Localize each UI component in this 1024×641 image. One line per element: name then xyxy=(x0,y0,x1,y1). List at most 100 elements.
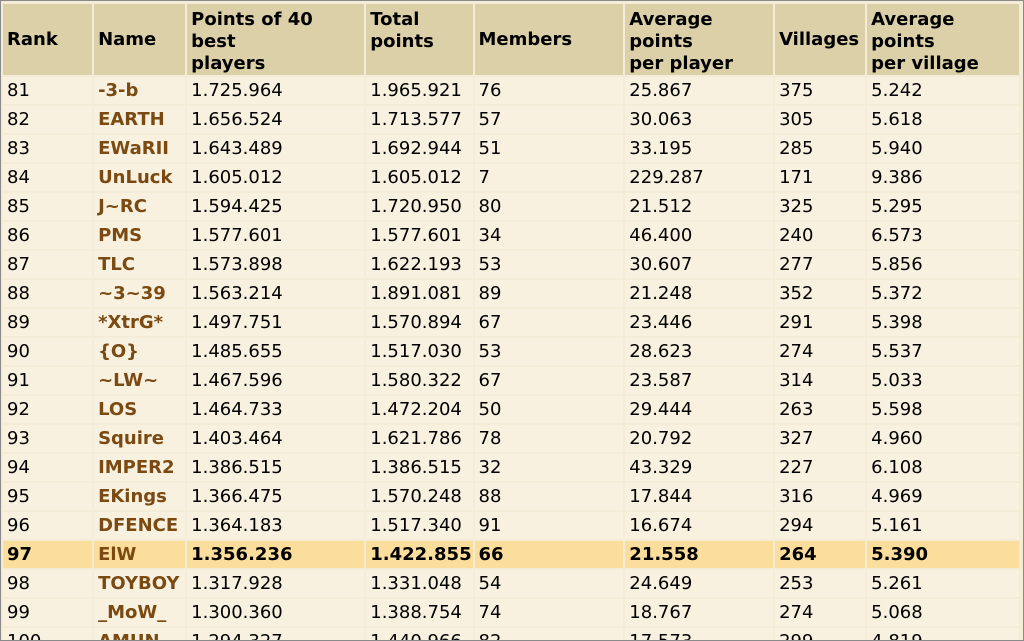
header-avg-per-village-line1: Average points xyxy=(871,9,955,52)
tribe-name-link[interactable]: {O} xyxy=(94,338,186,365)
header-avg-per-village-line2: per village xyxy=(871,53,979,74)
tribe-name-link[interactable]: LOS xyxy=(94,396,186,423)
tribe-name-link[interactable]: ~3~39 xyxy=(94,280,186,307)
villages-cell: 291 xyxy=(775,309,866,336)
members-cell: 34 xyxy=(474,222,624,249)
tribe-name-link[interactable]: TOYBOY xyxy=(94,570,186,597)
header-name[interactable]: Name xyxy=(94,4,186,75)
rank-cell: 92 xyxy=(3,396,93,423)
avg-per-village-cell: 4.969 xyxy=(867,483,1019,510)
villages-cell: 285 xyxy=(775,135,866,162)
header-members[interactable]: Members xyxy=(474,4,624,75)
tribe-name-link[interactable]: EWaRII xyxy=(94,135,186,162)
tribe-name-link[interactable]: Squire xyxy=(94,425,186,452)
avg-per-village-cell: 5.618 xyxy=(867,106,1019,133)
avg-per-player-cell: 17.573 xyxy=(625,628,774,640)
total-points-cell: 1.692.944 xyxy=(366,135,473,162)
avg-per-player-cell: 46.400 xyxy=(625,222,774,249)
tribe-name-link[interactable]: DFENCE xyxy=(94,512,186,539)
tribe-name-link[interactable]: EKings xyxy=(94,483,186,510)
avg-per-player-cell: 21.248 xyxy=(625,280,774,307)
total-points-cell: 1.570.894 xyxy=(366,309,473,336)
total-points-cell: 1.577.601 xyxy=(366,222,473,249)
rank-cell: 87 xyxy=(3,251,93,278)
tribe-name-link[interactable]: *XtrG* xyxy=(94,309,186,336)
header-points-40-best-line2: players xyxy=(191,53,266,74)
rank-cell: 85 xyxy=(3,193,93,220)
villages-cell: 263 xyxy=(775,396,866,423)
points-40-best-cell: 1.497.751 xyxy=(187,309,365,336)
total-points-cell: 1.440.966 xyxy=(366,628,473,640)
points-40-best-cell: 1.573.898 xyxy=(187,251,365,278)
table-row: 82 EARTH 1.656.524 1.713.577 57 30.063 305 5.61… xyxy=(3,106,1019,133)
rank-cell: 88 xyxy=(3,280,93,307)
members-cell: 7 xyxy=(474,164,624,191)
villages-cell: 327 xyxy=(775,425,866,452)
tribe-name-link[interactable]: -3-b xyxy=(94,77,186,104)
rank-cell: 98 xyxy=(3,570,93,597)
members-cell: 53 xyxy=(474,338,624,365)
points-40-best-cell: 1.366.475 xyxy=(187,483,365,510)
tribe-name-link[interactable]: EARTH xyxy=(94,106,186,133)
avg-per-village-cell: 5.161 xyxy=(867,512,1019,539)
rank-cell: 94 xyxy=(3,454,93,481)
tribe-name-link[interactable]: UnLuck xyxy=(94,164,186,191)
rank-cell: 100 xyxy=(3,628,93,640)
table-row: 90 {O} 1.485.655 1.517.030 53 28.623 274 5.537 xyxy=(3,338,1019,365)
tribe-name-link[interactable]: TLC xyxy=(94,251,186,278)
total-points-cell: 1.472.204 xyxy=(366,396,473,423)
rank-cell: 82 xyxy=(3,106,93,133)
tribe-name-link[interactable]: AMUN xyxy=(94,628,186,640)
total-points-cell: 1.517.030 xyxy=(366,338,473,365)
header-avg-per-village[interactable]: Average points per village xyxy=(867,4,1019,75)
header-rank[interactable]: Rank xyxy=(3,4,93,75)
avg-per-player-cell: 20.792 xyxy=(625,425,774,452)
members-cell: 50 xyxy=(474,396,624,423)
members-cell: 54 xyxy=(474,570,624,597)
table-row: 95 EKings 1.366.475 1.570.248 88 17.844 316 4.9… xyxy=(3,483,1019,510)
table-row: 100AMUN1.294.3271.440.9668217.5732994.81… xyxy=(3,628,1019,640)
tribe-name-link[interactable]: ElW xyxy=(94,541,186,568)
total-points-cell: 1.422.855 xyxy=(366,541,473,568)
total-points-cell: 1.386.515 xyxy=(366,454,473,481)
header-avg-per-player[interactable]: Average points per player xyxy=(625,4,774,75)
avg-per-village-cell: 5.390 xyxy=(867,541,1019,568)
tribe-name-link[interactable]: ~LW~ xyxy=(94,367,186,394)
points-40-best-cell: 1.464.733 xyxy=(187,396,365,423)
table-row: 84 UnLuck 1.605.012 1.605.012 7 229.287 171 9.3… xyxy=(3,164,1019,191)
avg-per-player-cell: 23.446 xyxy=(625,309,774,336)
tribe-name-link[interactable]: IMPER2 xyxy=(94,454,186,481)
avg-per-player-cell: 24.649 xyxy=(625,570,774,597)
table-row: 87 TLC 1.573.898 1.622.193 53 30.607 277 5.856 xyxy=(3,251,1019,278)
avg-per-player-cell: 25.867 xyxy=(625,77,774,104)
tribe-name-link[interactable]: _MoW_ xyxy=(94,599,186,626)
members-cell: 53 xyxy=(474,251,624,278)
table-row: 98 TOYBOY 1.317.928 1.331.048 54 24.649 253 5.2… xyxy=(3,570,1019,597)
total-points-cell: 1.605.012 xyxy=(366,164,473,191)
table-row: 93 Squire 1.403.464 1.621.786 78 20.792 327 4.9… xyxy=(3,425,1019,452)
villages-cell: 352 xyxy=(775,280,866,307)
avg-per-player-cell: 23.587 xyxy=(625,367,774,394)
members-cell: 91 xyxy=(474,512,624,539)
members-cell: 76 xyxy=(474,77,624,104)
avg-per-player-cell: 21.558 xyxy=(625,541,774,568)
header-points-40-best[interactable]: Points of 40 best players xyxy=(187,4,365,75)
points-40-best-cell: 1.294.327 xyxy=(187,628,365,640)
avg-per-village-cell: 5.033 xyxy=(867,367,1019,394)
villages-cell: 277 xyxy=(775,251,866,278)
header-total-points-line1: Total xyxy=(370,9,420,30)
points-40-best-cell: 1.300.360 xyxy=(187,599,365,626)
tribe-name-link[interactable]: PMS xyxy=(94,222,186,249)
tribe-name-link[interactable]: J~RC xyxy=(94,193,186,220)
header-villages[interactable]: Villages xyxy=(775,4,866,75)
avg-per-player-cell: 43.329 xyxy=(625,454,774,481)
header-total-points[interactable]: Total points xyxy=(366,4,473,75)
members-cell: 78 xyxy=(474,425,624,452)
avg-per-village-cell: 9.386 xyxy=(867,164,1019,191)
avg-per-player-cell: 28.623 xyxy=(625,338,774,365)
avg-per-village-cell: 5.940 xyxy=(867,135,1019,162)
points-40-best-cell: 1.317.928 xyxy=(187,570,365,597)
total-points-cell: 1.891.081 xyxy=(366,280,473,307)
